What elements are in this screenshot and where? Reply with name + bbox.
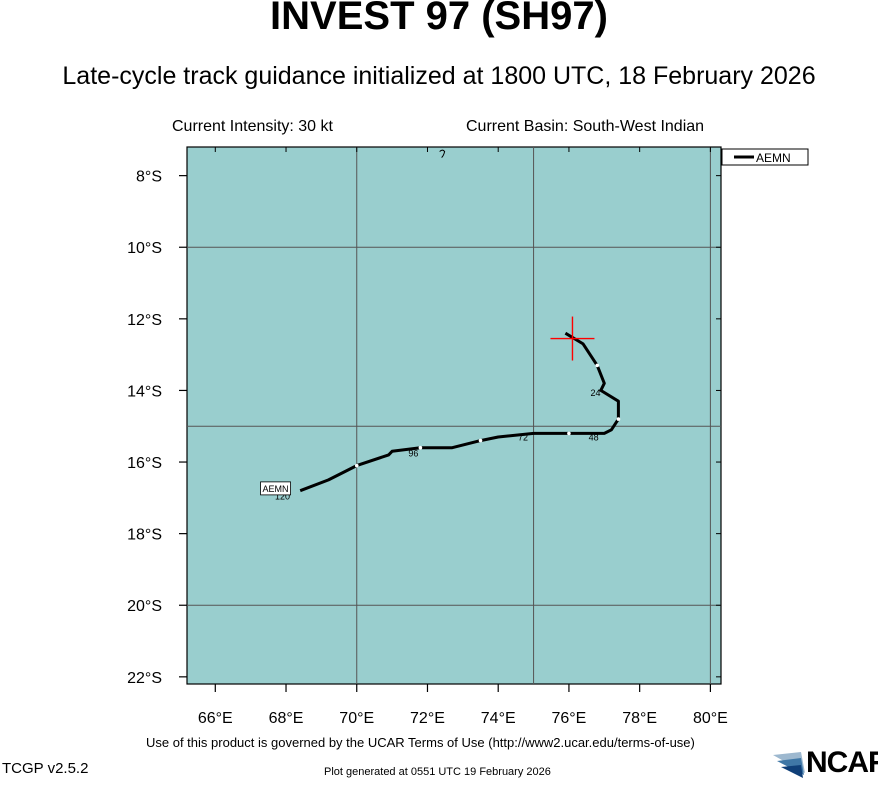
x-tick-label: 68°E: [269, 710, 304, 727]
x-tick-label: 72°E: [410, 710, 445, 727]
track-end-label: AEMN: [263, 484, 289, 494]
axis-ticks: [179, 147, 721, 692]
track-end-label-box: [260, 481, 291, 496]
ncar-logo-mark: [773, 752, 805, 778]
island-outline: [439, 149, 446, 158]
axis-tick-labels: 66°E 68°E 70°E 72°E 74°E 76°E 78°E 80°E 8°S 10°S 1…: [127, 169, 728, 727]
legend-label-aemn: AEMN: [756, 151, 791, 165]
x-tick-label: 76°E: [551, 710, 586, 727]
terms-of-use-note: Use of this product is governed by the U…: [146, 735, 695, 750]
current-basin-label: Current Basin: South-West Indian: [466, 118, 705, 135]
x-tick-label: 66°E: [198, 710, 233, 727]
track-point-marker: [354, 463, 359, 468]
ncar-logo-text: NCAR: [806, 746, 878, 779]
forecast-hour-label: 24: [590, 388, 600, 398]
current-position-marker: [550, 316, 595, 361]
track-point-marker: [478, 438, 483, 443]
track-lines: [299, 331, 621, 493]
forecast-hour-label: 48: [589, 433, 599, 443]
track-point-marker: [567, 431, 571, 436]
island-speck: [439, 149, 446, 158]
track-line-aemn: [299, 331, 620, 493]
track-point-marker: [418, 445, 423, 450]
legend: AEMN: [721, 148, 809, 166]
y-tick-label: 22°S: [127, 670, 162, 687]
version-label: TCGP v2.5.2: [2, 760, 89, 777]
lat-lon-grid: [187, 147, 721, 684]
y-tick-label: 10°S: [127, 240, 162, 257]
page-subtitle: Late-cycle track guidance initialized at…: [62, 62, 816, 90]
track-point-marker: [595, 363, 600, 368]
track-point-marker: [616, 417, 621, 421]
y-tick-label: 12°S: [127, 312, 162, 329]
x-tick-label: 80°E: [693, 710, 728, 727]
y-tick-label: 16°S: [127, 455, 162, 472]
forecast-hour-label: 120: [275, 492, 290, 502]
ncar-logo: NCAR: [771, 746, 878, 786]
current-intensity-label: Current Intensity: 30 kt: [172, 118, 333, 135]
forecast-hour-label: 96: [408, 449, 418, 459]
x-tick-label: 74°E: [481, 710, 516, 727]
generated-timestamp: Plot generated at 0551 UTC 19 February 2…: [324, 766, 551, 778]
page-title: INVEST 97 (SH97): [270, 0, 608, 38]
y-tick-label: 14°S: [127, 383, 162, 400]
ocean-plot-area: [186, 146, 722, 685]
y-tick-label: 18°S: [127, 527, 162, 544]
legend-box: [721, 148, 809, 166]
forecast-hour-label: 72: [518, 433, 528, 443]
x-tick-label: 70°E: [339, 710, 374, 727]
y-tick-label: 8°S: [136, 169, 162, 186]
x-tick-label: 78°E: [622, 710, 657, 727]
y-tick-label: 20°S: [127, 598, 162, 615]
